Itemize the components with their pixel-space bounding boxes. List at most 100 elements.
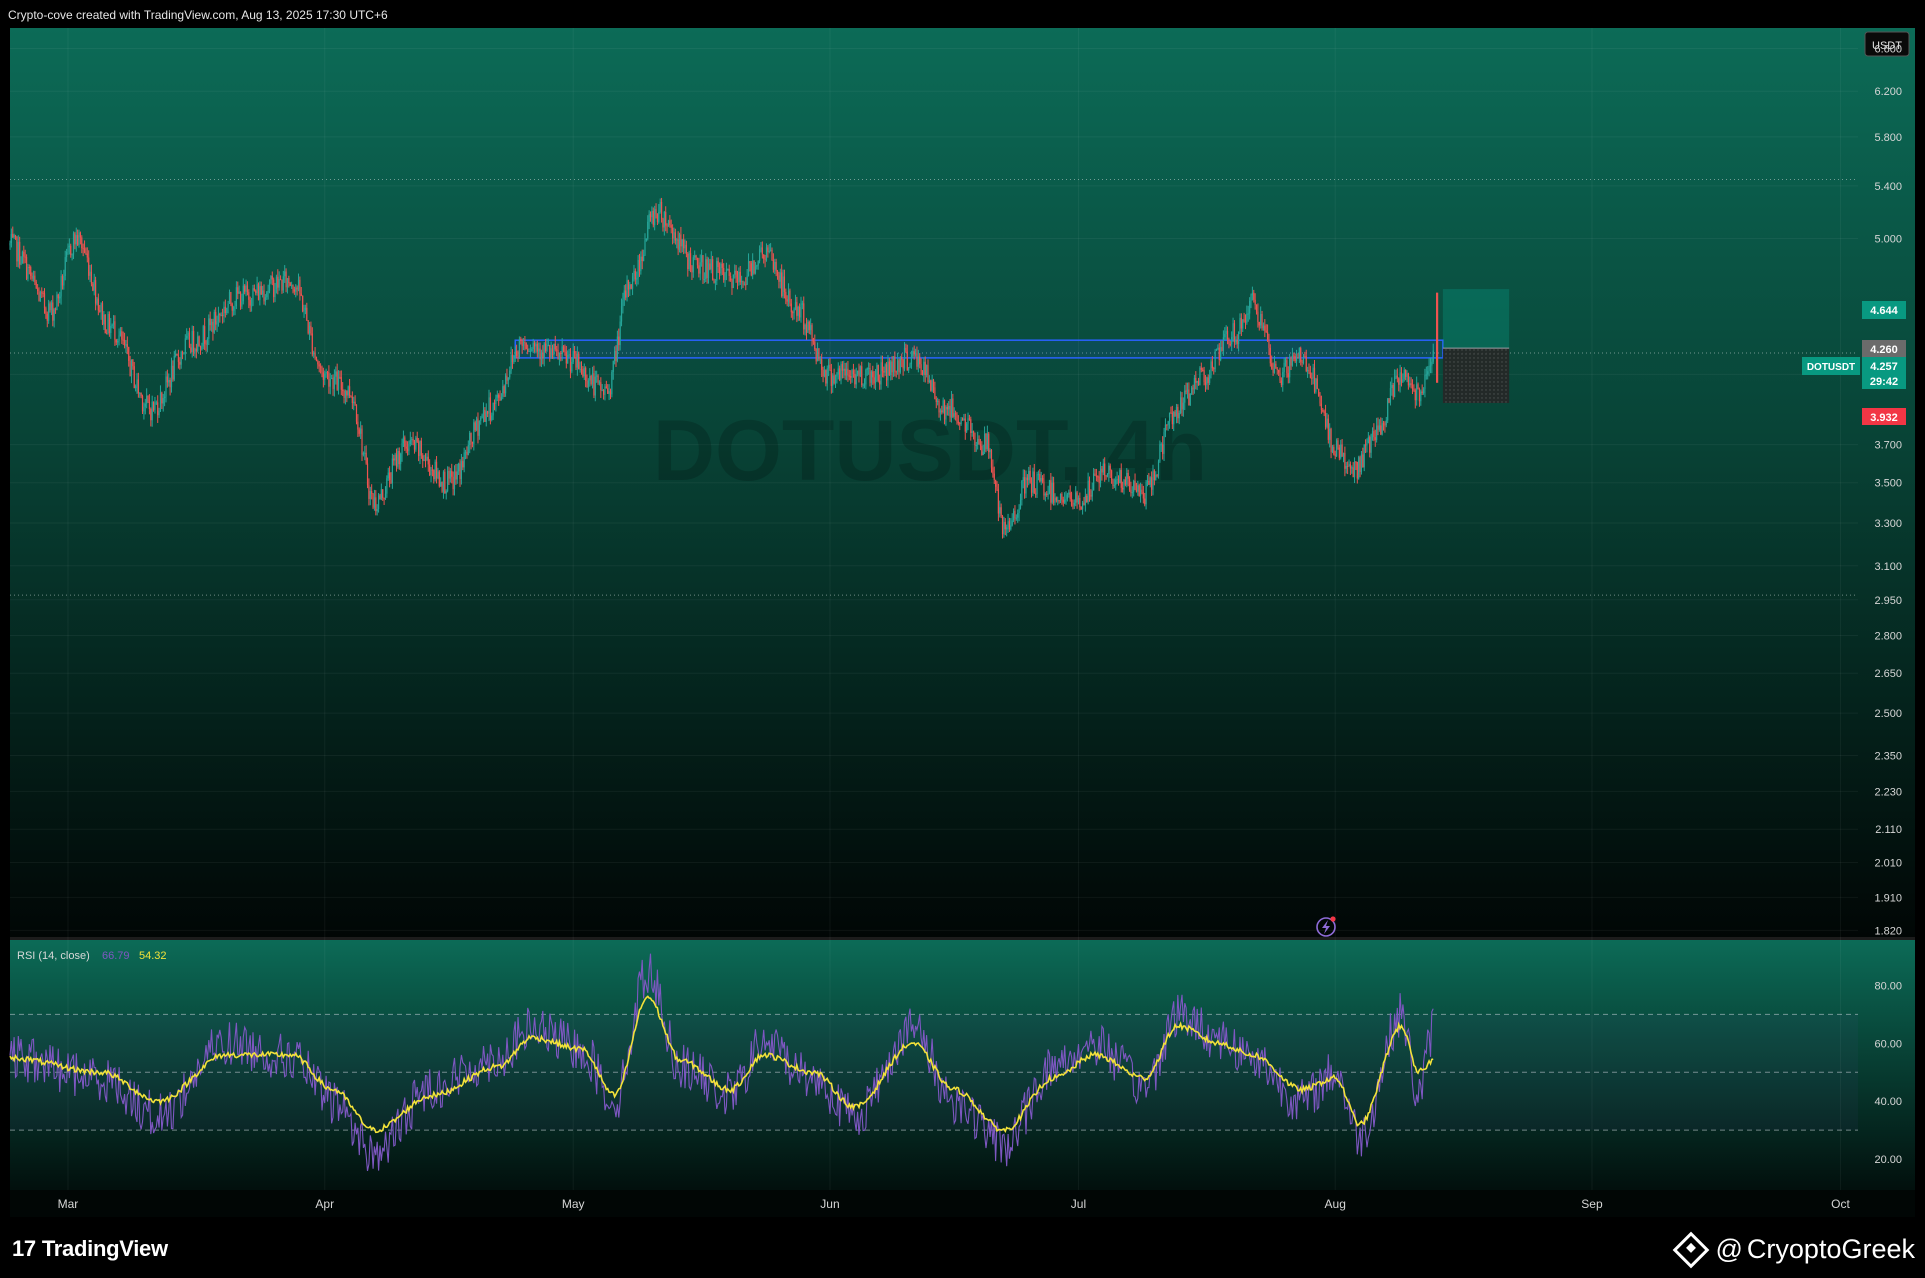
candle-body bbox=[115, 339, 117, 343]
time-axis-strip[interactable] bbox=[10, 1190, 1915, 1217]
candle-body bbox=[961, 419, 964, 421]
candle-body bbox=[509, 370, 511, 378]
candle-body bbox=[760, 247, 762, 249]
candle-body bbox=[827, 364, 830, 369]
candle-body bbox=[28, 267, 30, 269]
candle-body bbox=[921, 371, 924, 375]
candle-body bbox=[705, 259, 707, 279]
candle-body bbox=[745, 284, 747, 286]
time-label[interactable]: Jul bbox=[1071, 1197, 1086, 1211]
position-stop-area[interactable] bbox=[1442, 348, 1510, 404]
time-label[interactable]: May bbox=[562, 1197, 585, 1211]
candle-body bbox=[1202, 369, 1204, 371]
candle-body bbox=[1094, 473, 1096, 476]
candle-body bbox=[434, 461, 436, 480]
candle-body bbox=[847, 368, 849, 376]
candle-body bbox=[302, 295, 304, 312]
candle-body bbox=[1335, 440, 1338, 457]
candle-body bbox=[607, 388, 609, 394]
candle-body bbox=[978, 438, 980, 445]
candle-body bbox=[1186, 389, 1189, 392]
alert-bolt-icon-circle[interactable] bbox=[1316, 917, 1336, 937]
candle-body bbox=[274, 289, 276, 298]
candle-body bbox=[452, 476, 454, 490]
candle-body bbox=[86, 253, 88, 258]
candle-body bbox=[747, 261, 750, 276]
rsi-tick-label: 80.00 bbox=[1874, 980, 1902, 992]
candle-body bbox=[986, 433, 988, 449]
candle-body bbox=[510, 354, 512, 371]
candle-body bbox=[843, 368, 845, 371]
candle-body bbox=[496, 394, 498, 398]
candle-body bbox=[404, 437, 406, 447]
candle-body bbox=[1432, 350, 1434, 362]
time-label[interactable]: Sep bbox=[1581, 1197, 1603, 1211]
pane-separator[interactable] bbox=[10, 937, 1915, 940]
candle-body bbox=[43, 293, 46, 309]
candle-body bbox=[440, 481, 442, 487]
rsi-legend[interactable]: RSI (14, close) 66.79 54.32 bbox=[17, 950, 167, 962]
candle-body bbox=[77, 235, 79, 246]
candle-body bbox=[32, 275, 35, 279]
candle-body bbox=[627, 280, 630, 290]
candle-body bbox=[1333, 446, 1335, 455]
candle-body bbox=[670, 225, 672, 228]
candle-body bbox=[1282, 372, 1284, 385]
candle-body bbox=[776, 271, 779, 276]
price-tick-label: 2.650 bbox=[1874, 668, 1902, 680]
candle-body bbox=[504, 375, 507, 394]
candle-body bbox=[716, 261, 718, 281]
candle-body bbox=[306, 307, 308, 321]
candle-body bbox=[1126, 472, 1128, 485]
time-axis-labels[interactable]: Mar Apr May Jun Jul Aug Sep Oct bbox=[58, 1197, 1851, 1211]
candle-body bbox=[441, 481, 443, 492]
candle-body bbox=[148, 401, 151, 409]
candle-body bbox=[155, 402, 157, 404]
candle-body bbox=[647, 221, 649, 239]
candle-body bbox=[1409, 383, 1411, 386]
time-label[interactable]: Aug bbox=[1325, 1197, 1346, 1211]
chart-canvas[interactable]: DOTUSDT, 4h USDT 6.6006.2005.8005.4005.0… bbox=[0, 0, 1925, 1220]
candle-body bbox=[368, 485, 370, 499]
candle-body bbox=[1157, 461, 1160, 476]
time-label[interactable]: Oct bbox=[1831, 1197, 1850, 1211]
candle-body bbox=[814, 341, 816, 350]
candle-body bbox=[1076, 492, 1078, 503]
candle-body bbox=[1061, 493, 1063, 500]
position-target-area[interactable] bbox=[1442, 289, 1510, 349]
candle-body bbox=[54, 309, 57, 311]
candle-body bbox=[1222, 337, 1225, 351]
candle-body bbox=[42, 292, 44, 294]
time-label[interactable]: Mar bbox=[58, 1197, 79, 1211]
currency-badge[interactable] bbox=[1864, 31, 1910, 57]
tradingview-logo[interactable]: 17 TradingView bbox=[12, 1236, 168, 1262]
candle-body bbox=[808, 321, 810, 331]
candle-body bbox=[931, 379, 933, 391]
candle-body bbox=[658, 212, 660, 222]
candle-body bbox=[723, 267, 725, 281]
candle-body bbox=[1217, 347, 1219, 350]
candle-body bbox=[819, 359, 821, 361]
candle-body bbox=[19, 241, 21, 265]
candle-body bbox=[1127, 472, 1129, 479]
candle-body bbox=[749, 261, 751, 264]
candle-body bbox=[470, 432, 472, 442]
time-label[interactable]: Apr bbox=[315, 1197, 334, 1211]
candle-body bbox=[899, 356, 901, 373]
candle-body bbox=[482, 409, 485, 415]
price-tick-label: 5.000 bbox=[1874, 234, 1902, 246]
candle-body bbox=[758, 248, 761, 262]
candle-body bbox=[1387, 398, 1389, 421]
candle-body bbox=[1393, 376, 1396, 397]
candle-body bbox=[230, 292, 232, 304]
candle-body bbox=[1331, 446, 1334, 452]
rsi-pane[interactable] bbox=[10, 940, 1915, 1216]
candle-body bbox=[1358, 457, 1360, 479]
candle-body bbox=[477, 418, 479, 436]
alert-bolt-icon[interactable] bbox=[1316, 916, 1336, 937]
candle-body bbox=[572, 351, 574, 362]
candle-body bbox=[999, 507, 1001, 514]
time-label[interactable]: Jun bbox=[820, 1197, 839, 1211]
candle-body bbox=[1271, 363, 1273, 369]
candle-body bbox=[666, 225, 668, 227]
